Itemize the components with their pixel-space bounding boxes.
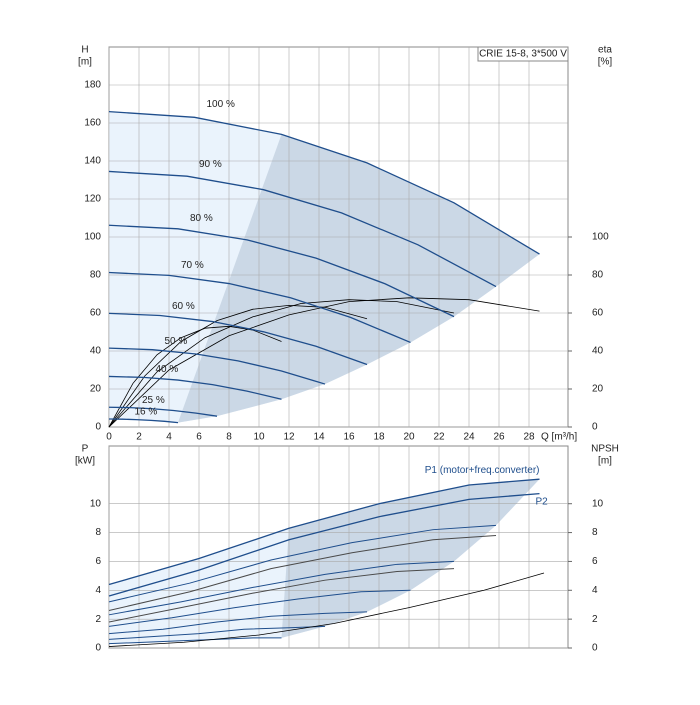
series-label: P1 (motor+freq.converter): [425, 465, 540, 476]
y2-tick-label: 0: [592, 643, 598, 654]
y2-tick-label: 100: [592, 232, 609, 243]
curve: [108, 170, 497, 288]
curve: [108, 560, 455, 616]
curve: [108, 271, 411, 344]
x-tick-label: 24: [463, 432, 475, 443]
y-tick-label: 4: [95, 585, 101, 596]
series-label: 16 %: [135, 407, 158, 418]
curve: [108, 224, 455, 318]
series-label: 80 %: [190, 213, 213, 224]
curve: [108, 110, 540, 255]
x-tick-label: 4: [166, 432, 172, 443]
x-tick-label: 20: [403, 432, 415, 443]
y2-axis-label: NPSH: [591, 444, 619, 455]
y-tick-label: 140: [84, 156, 101, 167]
curve: [108, 299, 455, 428]
y-tick-label: 120: [84, 194, 101, 205]
x-tick-label: 8: [226, 432, 232, 443]
chart-title: CRIE 15-8, 3*500 V: [479, 49, 567, 60]
x-tick-label: 22: [433, 432, 445, 443]
x-tick-label: 16: [343, 432, 355, 443]
y2-axis-label: [%]: [598, 57, 613, 68]
y-tick-label: 6: [95, 556, 101, 567]
series-label: 70 %: [181, 260, 204, 271]
series-label: 90 %: [199, 159, 222, 170]
y2-tick-label: 6: [592, 556, 598, 567]
curve: [108, 572, 545, 647]
curve: [108, 611, 368, 635]
y-tick-label: 180: [84, 80, 101, 91]
y2-tick-label: 2: [592, 614, 598, 625]
y-tick-label: 80: [90, 270, 102, 281]
curve: [108, 297, 540, 428]
title-box: [477, 46, 569, 62]
y2-tick-label: 60: [592, 308, 604, 319]
x-tick-label: 0: [106, 432, 112, 443]
y-tick-label: 2: [95, 614, 101, 625]
curve: [108, 347, 326, 385]
curve: [108, 492, 540, 597]
series-label: 100 %: [207, 99, 235, 110]
y-tick-label: 100: [84, 232, 101, 243]
y2-tick-label: 40: [592, 346, 604, 357]
curve: [108, 478, 540, 586]
y-tick-label: 20: [90, 384, 102, 395]
y2-axis-label: eta: [598, 45, 612, 56]
series-label: 50 %: [165, 336, 188, 347]
series-label: 25 %: [142, 395, 165, 406]
y-axis-label: [kW]: [75, 456, 95, 467]
y-tick-label: 40: [90, 346, 102, 357]
series-label: P2: [536, 496, 549, 507]
curve: [108, 406, 218, 417]
x-tick-label: 10: [253, 432, 265, 443]
curve: [108, 418, 179, 424]
y2-tick-label: 10: [592, 498, 604, 509]
curve: [108, 625, 326, 640]
y2-tick-label: 8: [592, 527, 598, 538]
y-axis-label: P: [82, 444, 89, 455]
y-tick-label: 0: [95, 643, 101, 654]
x-tick-label: 28: [523, 432, 535, 443]
x-axis-label: Q [m³/h]: [541, 432, 577, 443]
operating-region: [178, 134, 540, 423]
x-tick-label: 6: [196, 432, 202, 443]
y-tick-label: 160: [84, 118, 101, 129]
curve: [108, 534, 497, 611]
operating-region: [281, 479, 540, 638]
y-tick-label: 10: [90, 498, 102, 509]
y2-tick-label: 4: [592, 585, 598, 596]
curve: [108, 375, 282, 400]
curve: [108, 568, 455, 623]
y2-tick-label: 0: [592, 422, 598, 433]
x-tick-label: 2: [136, 432, 142, 443]
x-tick-label: 12: [283, 432, 295, 443]
series-label: 60 %: [172, 301, 195, 312]
curve: [108, 589, 411, 627]
series-label: 40 %: [156, 364, 179, 375]
curve: [108, 312, 368, 366]
y2-tick-label: 20: [592, 384, 604, 395]
y-tick-label: 0: [95, 422, 101, 433]
y2-axis-label: [m]: [598, 456, 612, 467]
curve: [108, 637, 282, 645]
x-tick-label: 14: [313, 432, 325, 443]
y-axis-label: [m]: [78, 57, 92, 68]
y-tick-label: 8: [95, 527, 101, 538]
x-tick-label: 26: [493, 432, 505, 443]
y-tick-label: 60: [90, 308, 102, 319]
curve: [108, 524, 497, 603]
y2-tick-label: 80: [592, 270, 604, 281]
x-tick-label: 18: [373, 432, 385, 443]
y-axis-label: H: [81, 45, 88, 56]
